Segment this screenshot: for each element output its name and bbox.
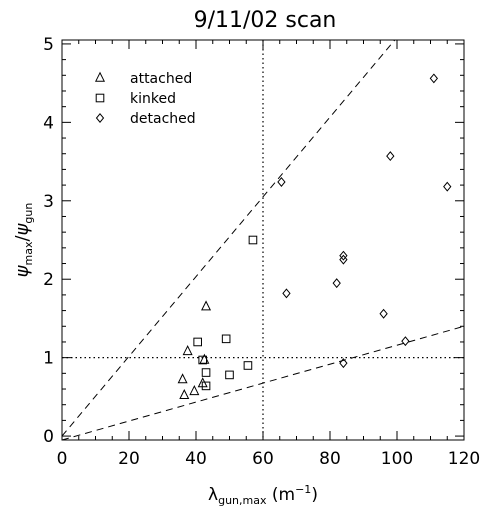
chart-title: 9/11/02 scan (194, 8, 337, 33)
y-axis-label: ψmax/ψgun (12, 203, 35, 278)
detached-point (386, 151, 395, 162)
y-tick-label: 2 (43, 270, 54, 290)
x-tick-label: 0 (57, 449, 68, 469)
x-axis-label: λgun,max (m−1) (208, 483, 318, 507)
y-tick-labels: 0 1 2 3 4 5 (43, 35, 54, 447)
attached-point (177, 373, 188, 384)
y-tick-label: 5 (43, 35, 54, 55)
kinked-point (201, 381, 211, 391)
kinked-point (248, 235, 258, 245)
kinked-point (243, 361, 253, 370)
detached-point (339, 358, 348, 369)
attached-point (179, 388, 190, 399)
x-tick-labels: 0 20 40 60 80 100 120 (57, 449, 481, 469)
x-tick-label: 60 (252, 449, 274, 469)
x-tick-label: 80 (319, 449, 341, 469)
detached-point (277, 176, 286, 187)
x-tick-label: 40 (185, 449, 207, 469)
detached-point (339, 254, 348, 265)
detached-point (379, 308, 388, 319)
detached-point (339, 250, 348, 261)
dashed-line-1 (62, 40, 396, 437)
x-tick-label: 120 (448, 449, 480, 469)
x-tick-label: 20 (118, 449, 140, 469)
legend-attached-label: attached (130, 71, 192, 87)
y-tick-label: 3 (43, 192, 54, 212)
kinked-point (193, 337, 202, 347)
axis-ticks (61, 40, 465, 440)
detached-point (443, 181, 452, 192)
attached-point (182, 345, 193, 356)
attached-point (189, 385, 200, 396)
x-tick-label: 100 (381, 449, 413, 469)
y-tick-label: 4 (43, 113, 54, 133)
kinked-point (225, 370, 234, 380)
detached-point (282, 288, 291, 299)
legend-kinked-marker (95, 93, 105, 103)
kinked-point (221, 334, 231, 344)
legend-kinked-label: kinked (130, 91, 176, 107)
attached-point (201, 300, 212, 311)
kinked-point (201, 368, 211, 377)
dashed-line-2 (62, 325, 464, 440)
kinked-point (198, 355, 207, 365)
legend-attached-marker (94, 71, 106, 82)
data-markers (177, 73, 452, 399)
legend: attached kinked detached (94, 71, 196, 127)
legend-detached-marker (95, 113, 105, 123)
y-tick-label: 1 (43, 349, 54, 369)
detached-point (332, 278, 341, 289)
detached-point (429, 73, 439, 84)
y-tick-label: 0 (43, 427, 54, 447)
legend-detached-label: detached (130, 111, 196, 127)
detached-point (401, 336, 410, 347)
reference-lines (62, 40, 464, 440)
